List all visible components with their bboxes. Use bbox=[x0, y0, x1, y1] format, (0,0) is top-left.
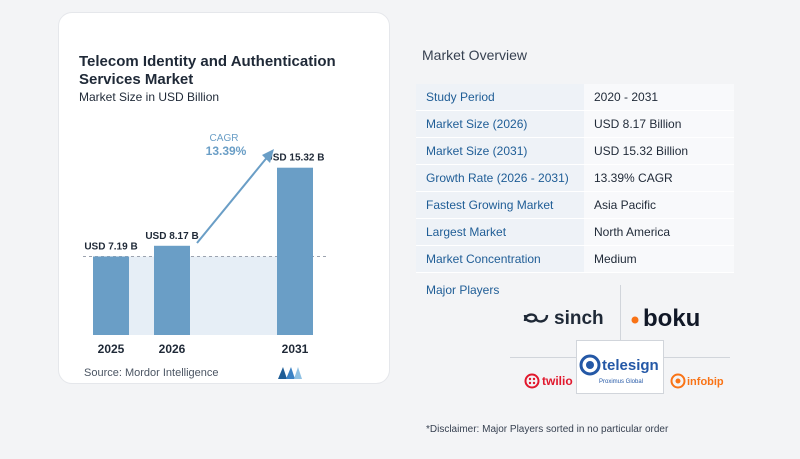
players-label: Major Players bbox=[426, 283, 500, 297]
overview-value: USD 15.32 Billion bbox=[584, 138, 734, 164]
divider bbox=[620, 285, 621, 340]
overview-value: USD 8.17 Billion bbox=[584, 111, 734, 137]
category-label: 2026 bbox=[159, 342, 186, 356]
telesign-logo-text: telesign bbox=[602, 357, 659, 374]
overview-row: Market Size (2026) USD 8.17 Billion bbox=[416, 111, 734, 138]
overview-table: Study Period 2020 - 2031 Market Size (2026… bbox=[416, 84, 734, 273]
overview-row: Fastest Growing Market Asia Pacific bbox=[416, 192, 734, 219]
cagr-value: 13.39% bbox=[206, 144, 247, 158]
source-text: Source: Mordor Intelligence bbox=[84, 367, 219, 379]
divider bbox=[664, 357, 730, 358]
overview-key: Fastest Growing Market bbox=[416, 192, 584, 218]
chart-card: USD 7.19 B 2025 USD 8.17 B 2026 USD 15.32 B 2… bbox=[58, 12, 390, 384]
proximus-label: Proximus Global bbox=[599, 379, 643, 385]
overview-key: Market Size (2026) bbox=[416, 111, 584, 137]
data-label: USD 8.17 B bbox=[145, 231, 198, 242]
sinch-logo-icon: sinch bbox=[523, 308, 604, 329]
bar bbox=[277, 167, 313, 335]
overview-key: Market Size (2031) bbox=[416, 138, 584, 164]
major-players: sinch boku telesign Proximus Global twil… bbox=[510, 285, 730, 405]
boku-logo-icon: boku bbox=[631, 305, 700, 331]
overview-row: Market Concentration Medium bbox=[416, 246, 734, 273]
chart-subtitle: Market Size in USD Billion bbox=[79, 90, 220, 104]
reference-band bbox=[93, 256, 313, 335]
overview-row: Growth Rate (2026 - 2031) 13.39% CAGR bbox=[416, 165, 734, 192]
overview-value: 2020 - 2031 bbox=[584, 84, 734, 110]
boku-logo-text: boku bbox=[643, 305, 700, 331]
infobip-logo-icon: infobip bbox=[670, 373, 724, 389]
telesign-logo-icon: telesign Proximus Global bbox=[579, 354, 659, 385]
bar-chart: USD 7.19 B 2025 USD 8.17 B 2026 USD 15.32 B 2… bbox=[83, 133, 329, 356]
divider bbox=[510, 357, 576, 358]
cagr-arrow bbox=[196, 154, 270, 244]
cagr-label: CAGR bbox=[210, 133, 239, 144]
bar bbox=[154, 245, 190, 335]
data-label: USD 15.32 B bbox=[266, 153, 325, 164]
overview-title: Market Overview bbox=[422, 47, 528, 63]
overview-key: Study Period bbox=[416, 84, 584, 110]
disclaimer: *Disclaimer: Major Players sorted in no … bbox=[426, 424, 669, 435]
chart-title: Telecom Identity and Authentication Serv… bbox=[79, 53, 336, 88]
overview-key: Largest Market bbox=[416, 219, 584, 245]
data-label: USD 7.19 B bbox=[84, 241, 137, 252]
overview-value: Medium bbox=[584, 246, 734, 272]
infobip-logo-text: infobip bbox=[687, 376, 724, 388]
overview-value: Asia Pacific bbox=[584, 192, 734, 218]
overview-row: Market Size (2031) USD 15.32 Billion bbox=[416, 138, 734, 165]
overview-value: 13.39% CAGR bbox=[584, 165, 734, 191]
cagr-arrowhead bbox=[262, 149, 274, 163]
overview-key: Growth Rate (2026 - 2031) bbox=[416, 165, 584, 191]
twilio-logo-text: twilio bbox=[542, 374, 573, 388]
telesign-logo-box: telesign Proximus Global bbox=[576, 340, 664, 394]
overview-key: Market Concentration bbox=[416, 246, 584, 272]
sinch-logo-text: sinch bbox=[554, 308, 604, 329]
mordor-logo-icon bbox=[278, 367, 302, 379]
overview-row: Study Period 2020 - 2031 bbox=[416, 84, 734, 111]
overview-row: Largest Market North America bbox=[416, 219, 734, 246]
overview-value: North America bbox=[584, 219, 734, 245]
category-label: 2031 bbox=[282, 342, 309, 356]
category-label: 2025 bbox=[98, 342, 125, 356]
twilio-logo-icon: twilio bbox=[524, 373, 573, 389]
bar bbox=[93, 256, 129, 335]
